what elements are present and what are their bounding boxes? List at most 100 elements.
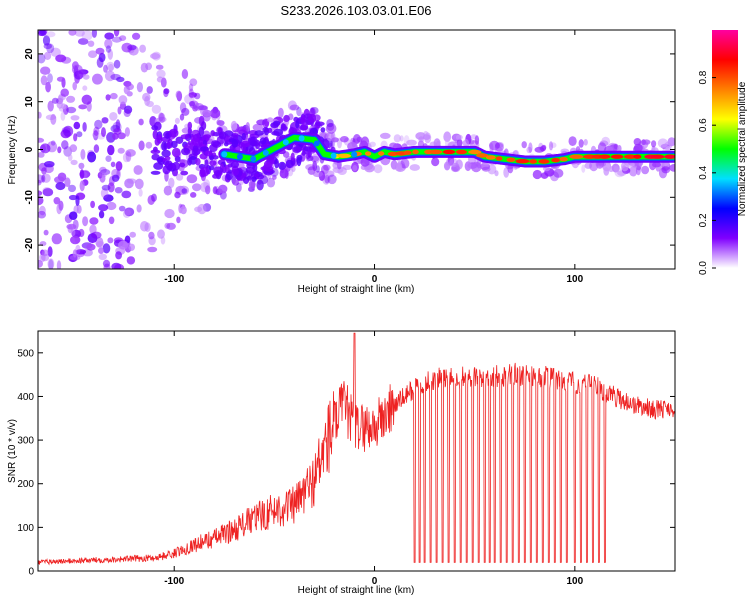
spectrogram-cell [58, 200, 64, 211]
spectrogram-cell [409, 164, 420, 171]
spectrogram-cell [82, 85, 88, 91]
spectrogram-cell [44, 161, 55, 168]
spectrogram-cell [194, 92, 201, 100]
spectrogram-cell [45, 81, 51, 93]
spectrogram-cell [548, 141, 554, 151]
spectrogram-cell [224, 130, 234, 137]
snr-y-tick-label: 300 [17, 436, 34, 447]
spectrogram-cell [534, 146, 545, 153]
spectrogram-cell [323, 164, 331, 171]
spectrogram-cell [103, 194, 114, 202]
spectrogram-cell [76, 131, 83, 138]
spectrogram-x-tick-label: -100 [164, 274, 184, 285]
spectrogram-cell [307, 150, 312, 158]
spectrogram-cell [259, 137, 267, 145]
spectrogram-cell [629, 166, 638, 177]
spectrogram-cell [145, 62, 153, 71]
spectrogram-cell [253, 172, 259, 178]
spectrogram-cell [74, 30, 85, 37]
spectrogram-cell [41, 167, 47, 175]
spectrogram-cell [73, 133, 78, 142]
spectrogram-peak [506, 157, 516, 162]
spectrogram-y-tick-label: 10 [24, 96, 35, 108]
spectrogram-cell [165, 132, 170, 139]
spectrogram-cell [290, 152, 295, 161]
spectrogram-cell [287, 166, 294, 177]
spectrogram-cell [132, 32, 141, 40]
spectrogram-cell [146, 86, 153, 94]
spectrogram-cell [100, 188, 109, 199]
spectrogram-cell [123, 109, 131, 117]
spectrogram-cell [81, 94, 93, 105]
spectrogram-cell [38, 111, 42, 119]
spectrogram-cell [45, 31, 56, 38]
spectrogram-cell [148, 236, 156, 246]
spectrogram-peak [633, 154, 642, 159]
spectrogram-cell [266, 117, 274, 123]
spectrogram-cell [108, 216, 115, 225]
spectrogram-cell [295, 120, 300, 129]
spectrogram-cell [289, 104, 300, 111]
spectrogram-cell [41, 174, 46, 183]
spectrogram-cell [164, 208, 175, 219]
spectrogram-peak [250, 155, 257, 162]
spectrogram-cell [311, 153, 320, 164]
spectrogram-cell [164, 160, 173, 169]
spectrogram-cell [175, 90, 182, 99]
spectrogram-cell [110, 73, 121, 81]
snr-x-tick-label: 100 [566, 576, 583, 587]
spectrogram-cell [126, 83, 134, 91]
spectrogram-cell [174, 117, 180, 124]
spectrogram-cell [138, 118, 144, 126]
spectrogram-cell [617, 170, 627, 176]
spectrogram-cell [121, 190, 132, 199]
spectrogram-cell [373, 164, 383, 174]
spectrogram-cell [651, 140, 657, 148]
spectrogram-cell [245, 166, 255, 174]
spectrogram-cell [195, 158, 201, 166]
spectrogram-cell [118, 95, 128, 105]
snr-y-tick-label: 400 [17, 392, 34, 403]
spectrogram-cell [63, 125, 74, 137]
spectrogram-cell [415, 132, 426, 140]
spectrogram-cell [150, 170, 161, 175]
spectrogram-cell [75, 244, 81, 255]
spectrogram-cell [82, 249, 93, 257]
spectrogram-cell [60, 103, 67, 110]
spectrogram-cell [444, 138, 450, 147]
spectrogram-cell [249, 136, 258, 147]
spectrogram-cell [212, 186, 218, 195]
spectrogram-cell [455, 159, 463, 170]
snr-x-label: Height of straight line (km) [298, 585, 415, 596]
spectrogram-cell [53, 197, 61, 205]
spectrogram-cell [168, 128, 179, 138]
spectrogram-cell [495, 142, 500, 149]
spectrogram-cell [287, 100, 297, 111]
spectrogram-cell [443, 161, 451, 171]
spectrogram-cell [463, 138, 470, 149]
spectrogram-cell [256, 179, 264, 191]
spectrogram-peak [664, 154, 675, 159]
spectrogram-peak [468, 149, 482, 155]
spectrogram-cell [596, 161, 606, 167]
spectrogram-cell [326, 119, 334, 128]
spectrogram-cell [109, 112, 118, 121]
spectrogram-cell [108, 63, 114, 72]
spectrogram-cell [209, 143, 218, 153]
spectrogram-cell [54, 176, 65, 184]
spectrogram-cell [114, 263, 125, 269]
spectrogram-cell [532, 169, 542, 180]
spectrogram-cell [76, 204, 82, 214]
spectrogram-cell [117, 147, 125, 154]
colorbar-tick-label: 0.4 [698, 165, 709, 179]
spectrogram-cell [181, 147, 191, 156]
colorbar-gradient [712, 30, 738, 268]
spectrogram-cell [68, 30, 77, 36]
spectrogram-cell [212, 173, 220, 179]
spectrogram-cell [308, 113, 317, 123]
spectrogram-cell [109, 92, 118, 100]
spectrogram-cell [521, 141, 527, 149]
spectrogram-cell [57, 146, 62, 154]
spectrogram-cell [73, 121, 81, 130]
snr-y-tick-label: 200 [17, 479, 34, 490]
